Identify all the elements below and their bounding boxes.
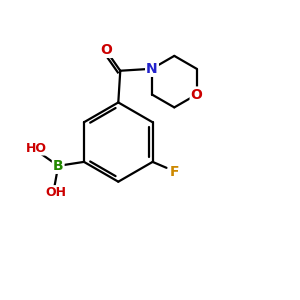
Text: O: O [191, 88, 203, 101]
Text: B: B [53, 159, 64, 173]
Text: O: O [100, 43, 112, 57]
Text: F: F [170, 165, 179, 179]
Text: HO: HO [26, 142, 47, 154]
Text: N: N [146, 62, 158, 76]
Text: N: N [146, 62, 158, 76]
Text: OH: OH [46, 186, 67, 199]
